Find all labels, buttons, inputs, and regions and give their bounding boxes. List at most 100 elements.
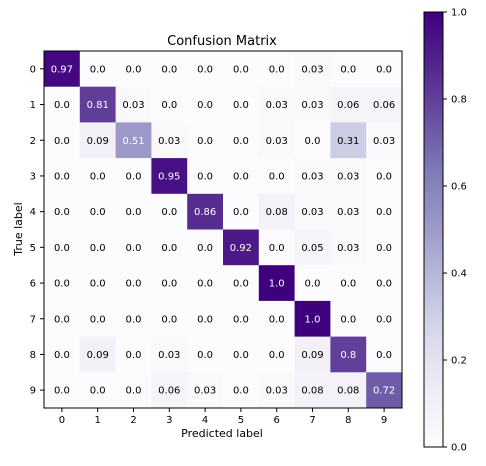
heatmap-cell	[258, 265, 296, 302]
cell-value-label: 0.0	[126, 350, 142, 361]
heatmap-cell	[151, 300, 188, 338]
heatmap-cell	[330, 158, 367, 195]
heatmap-cell	[151, 51, 188, 88]
cell-value-label: 0.03	[266, 100, 288, 111]
cell-value-label: 0.95	[158, 171, 180, 182]
heatmap-cell	[79, 158, 117, 195]
cell-value-label: 0.0	[340, 314, 356, 325]
heatmap-cell	[294, 300, 331, 338]
heatmap-cell	[151, 122, 188, 159]
heatmap-cell	[187, 193, 224, 230]
heatmap-cell	[258, 122, 296, 159]
heatmap-cell	[79, 300, 117, 338]
heatmap-cell	[294, 158, 331, 195]
cell-value-label: 0.8	[340, 350, 356, 361]
cell-value-label: 0.0	[233, 279, 249, 290]
cell-value-label: 0.0	[54, 136, 70, 147]
heatmap-cell	[187, 86, 224, 123]
y-tick-label: 8	[30, 350, 36, 361]
heatmap-cell	[294, 265, 331, 302]
heatmap-cell	[294, 372, 331, 409]
cell-value-label: 0.0	[305, 279, 321, 290]
heatmap-cell	[366, 158, 403, 195]
cell-value-label: 0.0	[376, 64, 392, 75]
heatmap-cell	[258, 372, 296, 409]
cell-value-label: 0.0	[305, 136, 321, 147]
heatmap-cell	[366, 122, 403, 159]
heatmap-cell	[258, 193, 296, 230]
cell-value-label: 0.03	[194, 386, 216, 397]
cell-value-label: 0.0	[376, 243, 392, 254]
cell-value-label: 0.0	[90, 386, 106, 397]
heatmap-cell	[44, 336, 81, 373]
heatmap-cell	[330, 336, 367, 373]
y-tick-label: 4	[30, 207, 36, 218]
cell-value-label: 0.0	[126, 314, 142, 325]
cell-value-label: 0.0	[197, 100, 213, 111]
cell-value-label: 0.09	[87, 350, 109, 361]
cell-value-label: 0.03	[266, 136, 288, 147]
cell-value-label: 0.0	[233, 136, 249, 147]
x-tick-label: 8	[345, 415, 351, 426]
heatmap-cell	[330, 229, 367, 266]
cell-value-label: 0.03	[122, 100, 144, 111]
cell-value-label: 0.0	[126, 64, 142, 75]
heatmap-cell	[115, 86, 152, 123]
cell-value-label: 0.03	[373, 136, 395, 147]
cell-value-label: 0.0	[269, 314, 285, 325]
cell-value-label: 0.0	[340, 64, 356, 75]
x-axis-label: Predicted label	[181, 427, 263, 440]
cell-value-label: 0.08	[337, 386, 359, 397]
heatmap-cell	[79, 86, 117, 123]
heatmap-cell	[115, 193, 152, 230]
cell-value-label: 0.0	[233, 64, 249, 75]
colorbar-tick-label: 0.4	[451, 269, 467, 280]
heatmap-cell	[79, 336, 117, 373]
cell-value-label: 0.0	[233, 100, 249, 111]
heatmap-cell	[366, 86, 403, 123]
heatmap-cell	[44, 372, 81, 409]
heatmap-cell	[330, 86, 367, 123]
cell-value-label: 0.0	[54, 314, 70, 325]
heatmap-cell	[223, 336, 260, 373]
cell-value-label: 0.06	[158, 386, 180, 397]
heatmap-cell	[330, 193, 367, 230]
cell-value-label: 0.86	[194, 207, 216, 218]
cell-value-label: 0.0	[54, 386, 70, 397]
heatmap-cell	[366, 229, 403, 266]
colorbar-tick-label: 0.0	[451, 443, 467, 454]
colorbar-gradient	[423, 11, 444, 448]
y-tick-label: 2	[30, 136, 36, 147]
x-tick-label: 6	[274, 415, 280, 426]
heatmap-cell	[151, 158, 188, 195]
heatmap-cell	[366, 372, 403, 409]
cell-value-label: 0.0	[233, 386, 249, 397]
heatmap-cell	[44, 122, 81, 159]
cell-value-label: 0.0	[54, 171, 70, 182]
cell-value-label: 0.0	[90, 171, 106, 182]
cell-value-label: 0.03	[337, 243, 359, 254]
heatmap-cell	[187, 229, 224, 266]
cell-value-label: 0.0	[161, 207, 177, 218]
colorbar-tick-label: 0.2	[451, 356, 467, 367]
heatmap-cell	[223, 300, 260, 338]
cell-value-label: 0.0	[161, 64, 177, 75]
x-tick-label: 5	[238, 415, 244, 426]
y-tick-label: 1	[30, 100, 36, 111]
heatmap-cell	[79, 229, 117, 266]
y-tick-label: 0	[30, 64, 36, 75]
heatmap-cell	[187, 300, 224, 338]
heatmap-cell	[294, 336, 331, 373]
cell-value-label: 0.0	[54, 100, 70, 111]
cell-value-label: 0.0	[233, 314, 249, 325]
cell-value-label: 0.0	[376, 350, 392, 361]
heatmap-cell	[44, 193, 81, 230]
cell-value-label: 0.08	[301, 386, 323, 397]
cell-value-label: 0.0	[54, 279, 70, 290]
heatmap-cell	[223, 158, 260, 195]
cell-value-label: 0.97	[51, 64, 73, 75]
x-tick-label: 3	[166, 415, 172, 426]
heatmap-cell	[223, 372, 260, 409]
y-axis-label: True label	[12, 202, 25, 256]
